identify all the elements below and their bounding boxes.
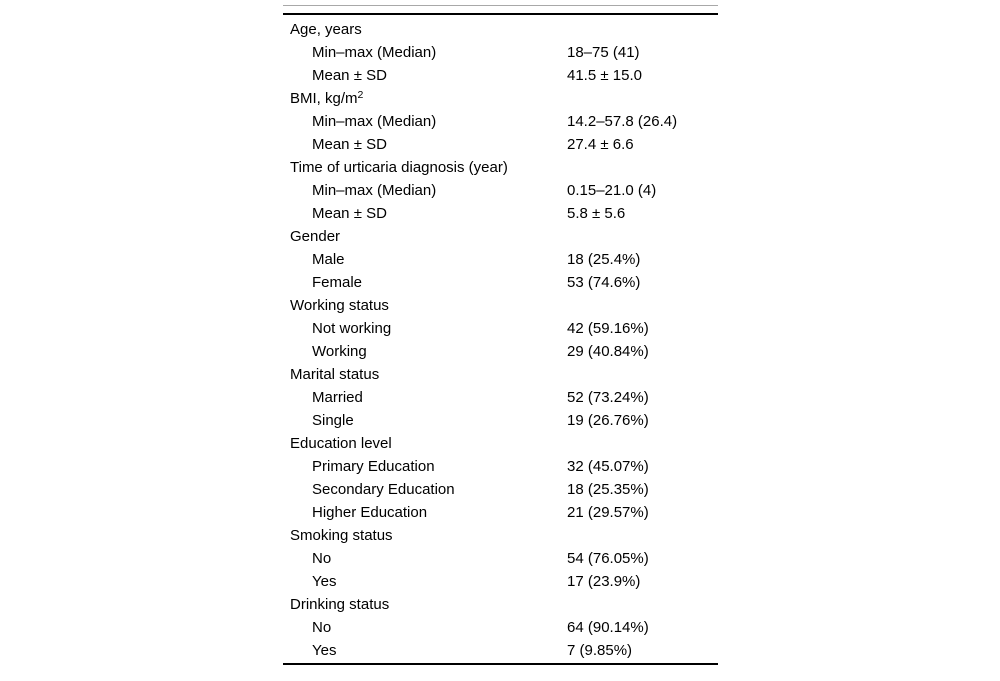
row-label: Not working [312,320,392,337]
table-row: Higher Education 21 (29.57%) [283,501,718,524]
row-value: 0.15–21.0 (4) [567,182,657,199]
table-row: Working 29 (40.84%) [283,340,718,363]
table-body: Age, years Min–max (Median) 18–75 (41) Mean… [283,13,718,665]
row-label: No [312,619,332,636]
row-label: Mean ± SD [312,205,387,222]
row-value: 7 (9.85%) [567,642,633,659]
row-label: Secondary Education [312,481,455,498]
row-label: Min–max (Median) [312,113,437,130]
row-label: Primary Education [312,458,435,475]
row-label-superscript: 2 [357,89,364,101]
table-top-hairline [283,5,718,6]
row-label: No [312,550,332,567]
table-row: Time of urticaria diagnosis (year) [283,156,718,179]
table-row: Married 52 (73.24%) [283,386,718,409]
row-label: Mean ± SD [312,136,387,153]
table-row: Yes 17 (23.9%) [283,570,718,593]
row-value: 29 (40.84%) [567,343,649,360]
row-label: Single [312,412,354,429]
row-value: 18–75 (41) [567,44,640,61]
row-value: 14.2–57.8 (26.4) [567,113,678,130]
table-row: Min–max (Median) 18–75 (41) [283,41,718,64]
row-label: Age, years [290,21,362,38]
table-row: Female 53 (74.6%) [283,271,718,294]
table-row: Working status [283,294,718,317]
row-label: Drinking status [290,596,390,613]
row-value: 5.8 ± 5.6 [567,205,626,222]
row-label: Mean ± SD [312,67,387,84]
table-row: Drinking status [283,593,718,616]
row-label: Yes [312,573,337,590]
table-row: BMI, kg/m2 [283,87,718,110]
row-label: Marital status [290,366,380,383]
table-row: Min–max (Median) 0.15–21.0 (4) [283,179,718,202]
row-value: 27.4 ± 6.6 [567,136,634,153]
table-row: Mean ± SD 5.8 ± 5.6 [283,202,718,225]
row-value: 18 (25.35%) [567,481,649,498]
statistics-table: Age, years Min–max (Median) 18–75 (41) Mean… [283,5,718,665]
row-value: 19 (26.76%) [567,412,649,429]
row-label: BMI, kg/m2 [290,89,364,107]
row-value: 21 (29.57%) [567,504,649,521]
table-row: No 64 (90.14%) [283,616,718,639]
table-rows-container: Age, years Min–max (Median) 18–75 (41) Mean… [283,18,718,662]
row-value: 52 (73.24%) [567,389,649,406]
row-value: 42 (59.16%) [567,320,649,337]
row-label: Education level [290,435,392,452]
row-label: Smoking status [290,527,393,544]
table-row: Not working 42 (59.16%) [283,317,718,340]
table-row: Education level [283,432,718,455]
table-row: No 54 (76.05%) [283,547,718,570]
row-value: 64 (90.14%) [567,619,649,636]
row-label: Min–max (Median) [312,182,437,199]
table-row: Mean ± SD 41.5 ± 15.0 [283,64,718,87]
table-row: Marital status [283,363,718,386]
table-row: Mean ± SD 27.4 ± 6.6 [283,133,718,156]
row-label: Working status [290,297,389,314]
table-row: Min–max (Median) 14.2–57.8 (26.4) [283,110,718,133]
row-label: Working [312,343,367,360]
row-label: Female [312,274,363,291]
row-value: 32 (45.07%) [567,458,649,475]
row-value: 18 (25.4%) [567,251,641,268]
table-row: Age, years [283,18,718,41]
row-label: Gender [290,228,341,245]
row-label: Male [312,251,345,268]
row-value: 41.5 ± 15.0 [567,67,642,84]
table-row: Secondary Education 18 (25.35%) [283,478,718,501]
table-row: Primary Education 32 (45.07%) [283,455,718,478]
row-value: 54 (76.05%) [567,550,649,567]
row-value: 17 (23.9%) [567,573,641,590]
table-row: Male 18 (25.4%) [283,248,718,271]
table-row: Single 19 (26.76%) [283,409,718,432]
table-row: Gender [283,225,718,248]
row-value: 53 (74.6%) [567,274,641,291]
row-label: Min–max (Median) [312,44,437,61]
row-label: Yes [312,642,337,659]
table-row: Smoking status [283,524,718,547]
row-label: Higher Education [312,504,428,521]
row-label: Time of urticaria diagnosis (year) [290,159,508,176]
row-label: Married [312,389,363,406]
table-row: Yes 7 (9.85%) [283,639,718,662]
